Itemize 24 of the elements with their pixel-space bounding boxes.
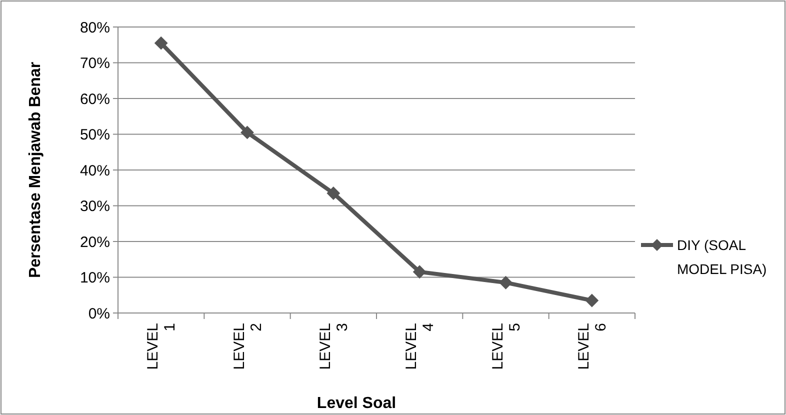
y-tick-label: 10% <box>80 270 110 286</box>
point <box>413 265 426 278</box>
y-tick-label: 30% <box>80 198 110 215</box>
y-tick-label: 60% <box>80 90 110 108</box>
x-tick-label: LEVEL 5 <box>489 323 524 370</box>
point <box>585 294 598 307</box>
x-axis-title: Level Soal <box>316 395 396 412</box>
point <box>326 186 340 200</box>
y-tick-label: 20% <box>80 234 110 251</box>
y-tick-label: 40% <box>80 162 110 180</box>
y-tick-label: 0% <box>88 305 110 322</box>
point <box>240 126 254 139</box>
y-tick-label: 50% <box>80 126 110 144</box>
y-axis-title: Persentase Menjawab Benar <box>27 62 44 278</box>
x-tick-label: LEVEL 3 <box>316 323 351 370</box>
legend-label: DIY (SOAL MODEL PISA) <box>677 237 767 277</box>
point <box>499 276 512 290</box>
y-tick-label: 70% <box>80 55 110 72</box>
x-tick-label: LEVEL 2 <box>230 323 265 370</box>
point <box>154 36 168 50</box>
y-tick-label: 80% <box>80 19 110 36</box>
x-tick-label: LEVEL 4 <box>403 323 438 370</box>
x-tick-label: LEVEL 6 <box>575 323 610 370</box>
x-tick-label: LEVEL 1 <box>144 323 179 370</box>
